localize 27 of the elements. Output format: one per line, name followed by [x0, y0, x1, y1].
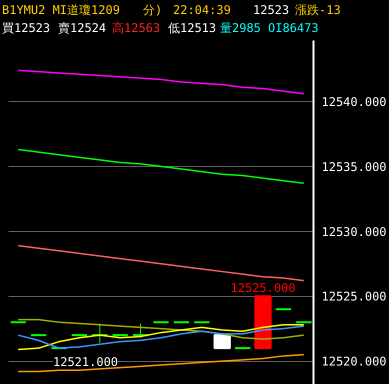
y-tick-label: 12535.000 [322, 160, 387, 174]
annotation: 12525.000 [230, 281, 296, 296]
text: 12523 [253, 2, 290, 19]
text: 漲跌-13 [295, 2, 341, 19]
y-tick-label: 12525.000 [322, 290, 387, 304]
candlestick [214, 334, 231, 350]
text: OI86473 [268, 20, 319, 37]
text: 低12513 [168, 20, 216, 37]
text: 分) [143, 2, 162, 19]
y-tick-label: 12540.000 [322, 95, 387, 110]
line-series [17, 318, 305, 340]
text: 買12523 [2, 20, 50, 37]
text: 賣12524 [58, 20, 106, 37]
line-series [17, 354, 305, 372]
line-series [17, 70, 305, 94]
line-series [17, 148, 305, 184]
y-tick-label: 12530.000 [322, 224, 387, 239]
candlestick [91, 322, 108, 344]
text: 22:04:39 [173, 2, 231, 19]
y-tick-label: 12520.000 [322, 354, 387, 369]
text: B1YMU2 MI道瓊1209 [2, 2, 120, 19]
text: 量2985 [220, 20, 261, 37]
candlestick [254, 295, 272, 350]
line-series [17, 244, 305, 282]
annotation: 12521.000 [52, 355, 118, 370]
candlestick [132, 322, 150, 338]
text: 高12563 [112, 20, 160, 37]
